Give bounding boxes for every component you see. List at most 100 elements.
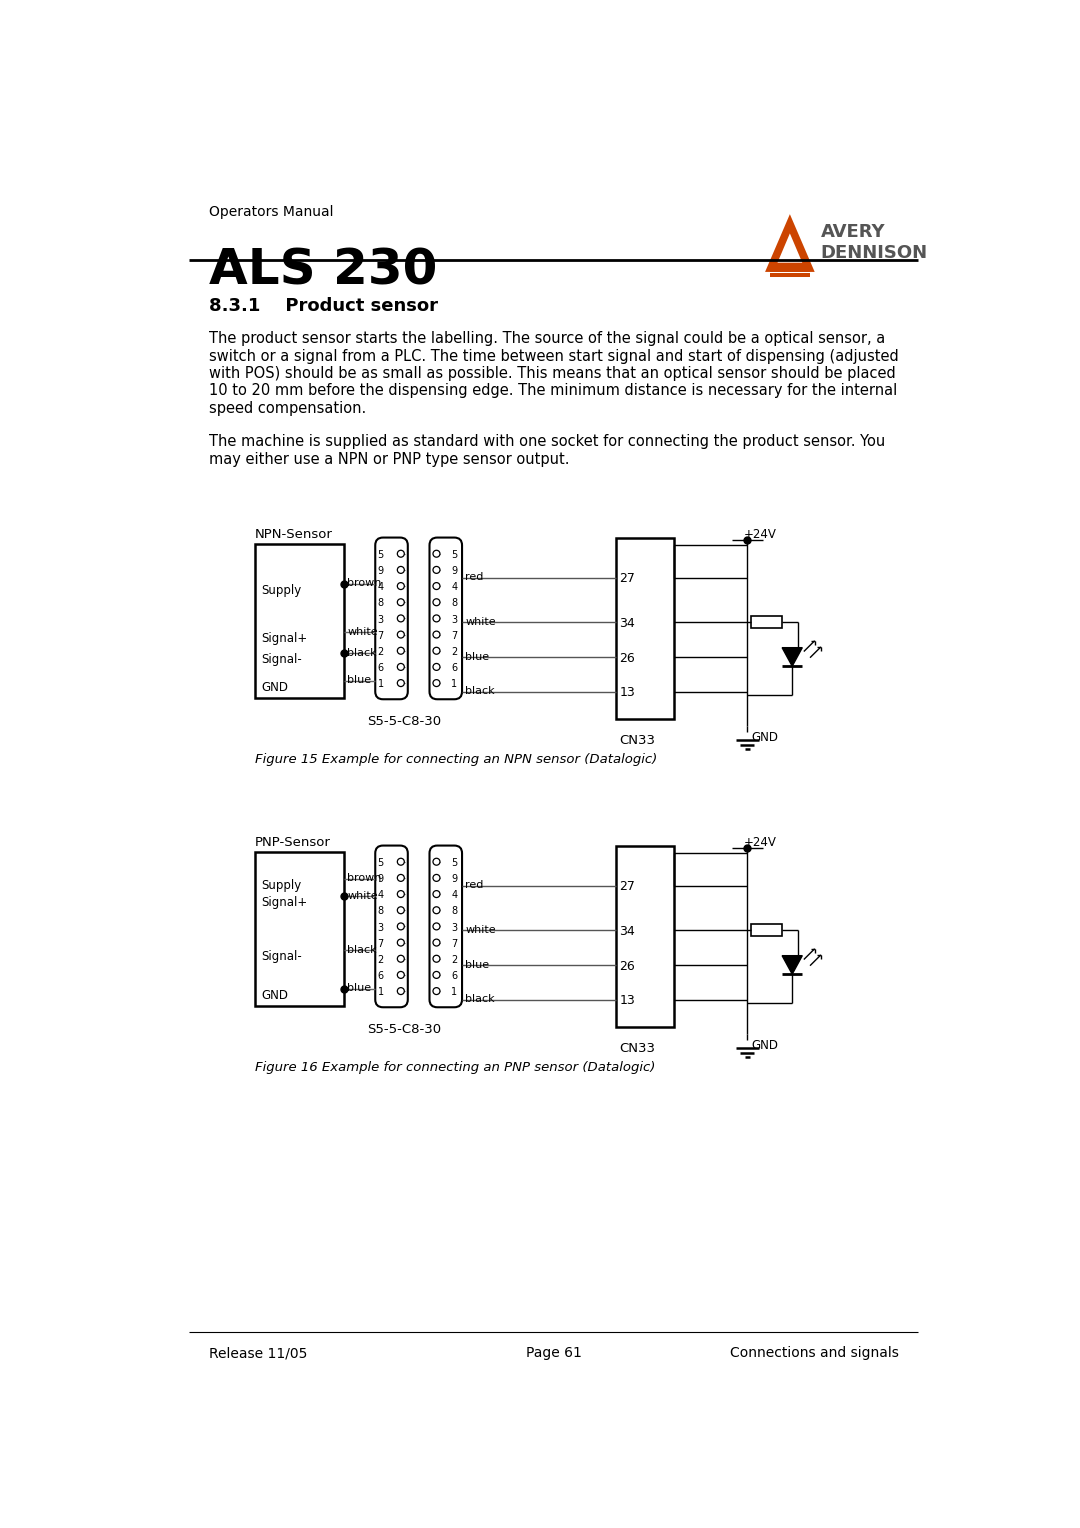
Circle shape	[433, 550, 440, 558]
Text: blue: blue	[465, 651, 489, 662]
Circle shape	[397, 614, 404, 622]
Circle shape	[433, 940, 440, 946]
Circle shape	[397, 987, 404, 995]
Circle shape	[397, 906, 404, 914]
Text: 1: 1	[451, 680, 457, 689]
Text: S5-5-C8-30: S5-5-C8-30	[367, 1022, 442, 1036]
Circle shape	[397, 940, 404, 946]
Circle shape	[397, 663, 404, 671]
Text: 7: 7	[378, 938, 383, 949]
Text: 6: 6	[378, 972, 383, 981]
Circle shape	[433, 906, 440, 914]
Text: +24V: +24V	[743, 527, 777, 541]
Text: S5-5-C8-30: S5-5-C8-30	[367, 715, 442, 727]
Text: 8: 8	[378, 906, 383, 917]
Text: 3: 3	[378, 923, 383, 932]
Text: Figure 16 Example for connecting an PNP sensor (Datalogic): Figure 16 Example for connecting an PNP …	[255, 1060, 656, 1074]
Text: 34: 34	[619, 617, 635, 630]
Text: 4: 4	[378, 582, 383, 593]
Circle shape	[433, 874, 440, 882]
Text: 5: 5	[378, 550, 383, 559]
Circle shape	[433, 648, 440, 654]
Circle shape	[433, 859, 440, 865]
Text: Release 11/05: Release 11/05	[208, 1346, 307, 1360]
Text: 4: 4	[451, 582, 457, 593]
Text: brown: brown	[348, 874, 381, 883]
Circle shape	[397, 972, 404, 978]
Text: white: white	[465, 617, 496, 626]
Text: 3: 3	[451, 923, 457, 932]
Text: 8.3.1    Product sensor: 8.3.1 Product sensor	[208, 298, 437, 315]
Text: 1: 1	[378, 680, 383, 689]
Text: 2: 2	[451, 955, 458, 964]
Bar	[255, 544, 345, 698]
Circle shape	[397, 680, 404, 686]
Text: 8: 8	[378, 599, 383, 608]
Circle shape	[433, 582, 440, 590]
Text: 27: 27	[619, 880, 635, 894]
Text: 7: 7	[378, 631, 383, 640]
Circle shape	[397, 582, 404, 590]
Polygon shape	[778, 234, 802, 263]
Polygon shape	[765, 214, 814, 272]
Text: CN33: CN33	[619, 1042, 656, 1054]
Circle shape	[397, 567, 404, 573]
FancyBboxPatch shape	[430, 845, 462, 1007]
Text: 9: 9	[378, 565, 383, 576]
Circle shape	[397, 550, 404, 558]
Text: 2: 2	[378, 646, 383, 657]
Polygon shape	[782, 955, 802, 975]
Circle shape	[433, 614, 440, 622]
Circle shape	[433, 631, 440, 639]
Text: 3: 3	[451, 614, 457, 625]
Text: 6: 6	[378, 663, 383, 672]
Bar	[770, 274, 810, 277]
Text: 9: 9	[451, 874, 457, 885]
Circle shape	[397, 891, 404, 897]
Text: black: black	[465, 686, 495, 697]
Text: blue: blue	[348, 984, 372, 993]
Text: black: black	[348, 648, 377, 657]
Circle shape	[433, 567, 440, 573]
FancyBboxPatch shape	[375, 538, 408, 700]
Bar	[255, 851, 345, 1005]
Circle shape	[397, 859, 404, 865]
Text: 2: 2	[451, 646, 458, 657]
Bar	[616, 538, 674, 718]
Circle shape	[433, 972, 440, 978]
Text: Supply: Supply	[261, 879, 301, 892]
Text: 7: 7	[451, 631, 458, 640]
Text: 13: 13	[619, 995, 635, 1007]
Text: GND: GND	[751, 730, 778, 744]
Text: AVERY
DENNISON: AVERY DENNISON	[821, 223, 928, 263]
Text: ALS 230: ALS 230	[208, 246, 437, 295]
Text: 9: 9	[378, 874, 383, 885]
Text: 5: 5	[451, 857, 458, 868]
Text: 6: 6	[451, 972, 457, 981]
Circle shape	[397, 874, 404, 882]
Text: +24V: +24V	[743, 836, 777, 848]
Text: 8: 8	[451, 599, 457, 608]
Bar	[616, 845, 674, 1027]
Text: brown: brown	[348, 579, 381, 588]
FancyBboxPatch shape	[430, 538, 462, 700]
Bar	[770, 267, 810, 272]
Text: 2: 2	[378, 955, 383, 964]
Text: 27: 27	[619, 571, 635, 585]
Text: 4: 4	[378, 891, 383, 900]
Text: The product sensor starts the labelling. The source of the signal could be a opt: The product sensor starts the labelling.…	[208, 332, 899, 416]
Text: 8: 8	[451, 906, 457, 917]
Text: Page 61: Page 61	[526, 1346, 581, 1360]
Bar	[751, 616, 782, 628]
Text: blue: blue	[348, 675, 372, 686]
Polygon shape	[782, 648, 802, 666]
Text: Signal-: Signal-	[261, 950, 302, 963]
Text: blue: blue	[465, 960, 489, 970]
Text: 3: 3	[378, 614, 383, 625]
Circle shape	[397, 631, 404, 639]
Text: white: white	[348, 891, 378, 902]
Text: red: red	[465, 571, 484, 582]
Circle shape	[397, 923, 404, 931]
Text: 26: 26	[619, 651, 635, 665]
Text: The machine is supplied as standard with one socket for connecting the product s: The machine is supplied as standard with…	[208, 434, 885, 466]
